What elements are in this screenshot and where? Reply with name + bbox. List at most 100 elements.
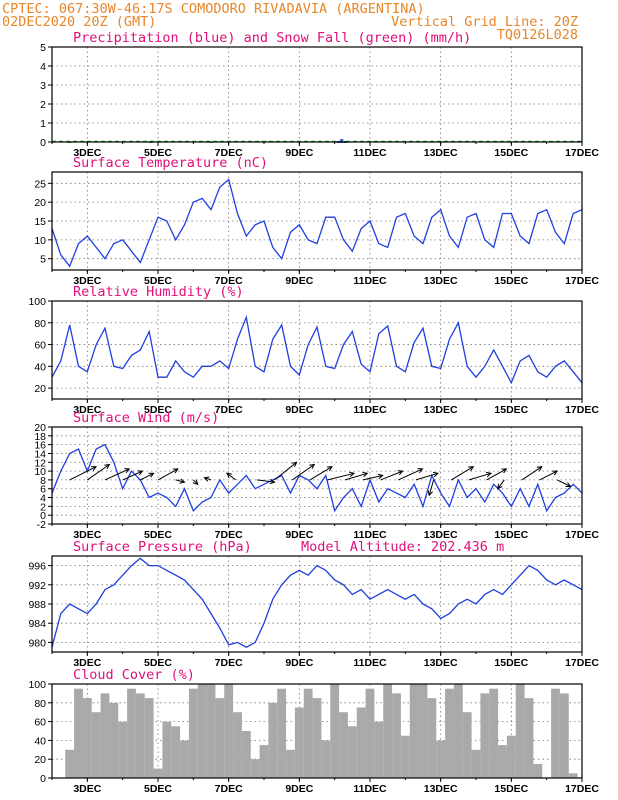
x-tick-label: 13DEC <box>424 147 458 159</box>
temp-line <box>51 178 583 268</box>
wind-arrow <box>274 461 297 481</box>
cloud-bar <box>515 684 525 778</box>
cloud-bar <box>453 684 463 778</box>
cloud-bar <box>374 721 384 778</box>
wind-arrow <box>87 464 110 481</box>
y-tick-label: 15 <box>34 216 46 228</box>
wind-arrow-head <box>397 470 404 476</box>
wind-arrow <box>104 468 130 481</box>
wind-arrow-head <box>417 468 424 474</box>
y-tick-label: 3 <box>40 80 46 92</box>
y-tick-label: 100 <box>28 296 46 308</box>
x-tick-label: 9DEC <box>285 275 313 287</box>
cloud-bar <box>74 688 83 778</box>
cloud-bar <box>559 693 569 778</box>
cloud-bar <box>498 745 507 778</box>
cloud-bar <box>144 698 154 778</box>
wind-arrow-head <box>148 472 155 478</box>
wind-arrow-head <box>124 468 131 474</box>
y-tick-label: 80 <box>34 318 46 330</box>
wind-arrow <box>291 464 315 481</box>
cloud-bar <box>241 731 251 778</box>
wind-arrow-head <box>497 483 503 490</box>
wind-arrow <box>497 479 505 490</box>
x-tick-label: 7DEC <box>215 147 243 159</box>
panel-cloud: Cloud Cover (%) 3DEC 5DEC 7DEC 9DEC 11DEC 13DE… <box>28 667 599 795</box>
y-tick-label: 18 <box>34 431 46 443</box>
wind-arrow-head <box>501 468 508 474</box>
wind-arrow <box>362 475 383 481</box>
panels-container: Precipitation (blue) and Snow Fall (gree… <box>28 30 599 795</box>
wind-arrow-head <box>485 471 492 478</box>
x-tick-label: 5DEC <box>144 783 172 795</box>
panel-frame <box>51 46 583 143</box>
y-tick-label: 100 <box>28 679 46 691</box>
x-tick-label: 17DEC <box>565 657 599 669</box>
wind-arrow-head <box>172 468 179 474</box>
x-tick-label: 13DEC <box>424 529 458 541</box>
y-tick-label: 984 <box>28 618 46 630</box>
x-tick-label: 11DEC <box>353 657 387 669</box>
cloud-bar <box>356 707 366 778</box>
x-tick-label: 11DEC <box>353 529 387 541</box>
cloud-bar <box>303 688 313 778</box>
wind-arrow-head <box>137 470 144 476</box>
x-tick-label: 3DEC <box>73 529 101 541</box>
cloud-bar <box>524 698 534 778</box>
wind-arrow <box>557 479 571 487</box>
cloud-bar <box>321 740 331 778</box>
x-tick-label: 17DEC <box>565 147 599 159</box>
y-tick-label: 5 <box>40 254 46 266</box>
cloud-bar <box>180 740 189 778</box>
cloud-bar <box>233 712 242 778</box>
x-tick-label: 15DEC <box>494 657 528 669</box>
y-tick-label: 60 <box>34 717 46 729</box>
panel-temp: Surface Temperature (nC) 3DEC 5DEC 7DEC 9DEC… <box>34 155 599 287</box>
cloud-bar <box>91 712 101 778</box>
x-tick-label: 11DEC <box>353 275 387 287</box>
cloud-bar <box>197 684 207 778</box>
y-tick-label: 988 <box>28 599 46 611</box>
y-tick-label: 8 <box>40 475 46 487</box>
y-tick-label: 20 <box>34 754 46 766</box>
header-model-code: TQ0126L028 <box>497 27 578 43</box>
wind-arrow-head <box>326 466 333 472</box>
cloud-bar <box>480 693 490 778</box>
y-tick-label: 6 <box>40 484 46 496</box>
wind-line <box>51 443 583 513</box>
x-tick-label: 9DEC <box>285 147 313 159</box>
y-tick-label: 1 <box>40 118 46 130</box>
wind-arrow-head <box>565 482 572 488</box>
x-tick-label: 5DEC <box>144 529 172 541</box>
cloud-bar <box>250 759 260 778</box>
cloud-bar <box>171 726 181 778</box>
y-tick-label: 4 <box>40 493 46 505</box>
cloud-bar <box>100 693 110 778</box>
panel-frame <box>51 171 583 271</box>
header-grid-note: Vertical Grid Line: 20Z <box>391 14 578 30</box>
wind-arrow <box>327 472 355 481</box>
x-tick-label: 11DEC <box>353 404 387 416</box>
pres-line <box>51 557 583 648</box>
cloud-bar <box>409 684 419 778</box>
wind-arrow-head <box>226 472 232 479</box>
x-tick-label: 15DEC <box>494 147 528 159</box>
wind-arrow-head <box>536 466 543 472</box>
panel-title: Surface Wind (m/s) <box>73 410 219 426</box>
panel-title: Precipitation (blue) and Snow Fall (gree… <box>73 30 471 46</box>
y-tick-label: 2 <box>40 501 46 513</box>
cloud-bar <box>294 707 304 778</box>
wind-arrow-head <box>432 471 439 478</box>
y-tick-label: 980 <box>28 637 46 649</box>
x-tick-label: 13DEC <box>424 275 458 287</box>
x-tick-label: 17DEC <box>565 275 599 287</box>
wind-arrow <box>204 477 212 481</box>
cloud-bar <box>347 726 357 778</box>
panel-subtitle: Model Altitude: 202.436 m <box>301 539 504 555</box>
header-location: CPTEC: 067:30W-46:17S COMODORO RIVADAVIA… <box>2 1 425 17</box>
wind-arrow-head <box>104 463 111 470</box>
panel-pres: Surface Pressure (hPa) Model Altitude: 20… <box>28 539 599 669</box>
x-tick-label: 13DEC <box>424 404 458 416</box>
x-tick-label: 9DEC <box>285 529 313 541</box>
wind-arrow <box>309 466 333 481</box>
